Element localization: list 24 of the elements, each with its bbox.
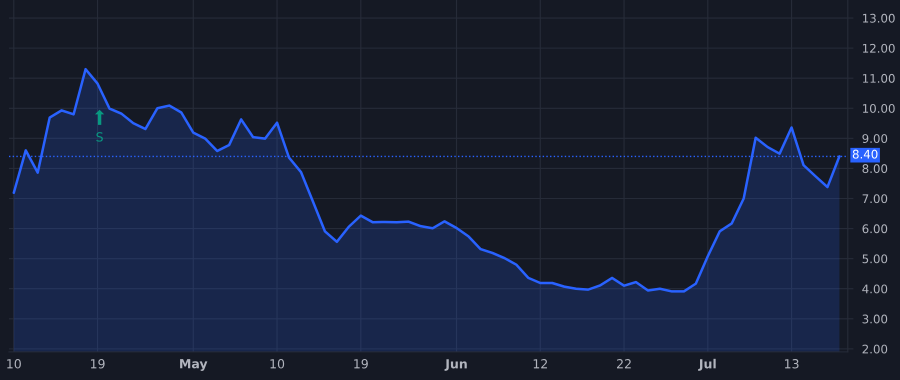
y-tick-label: 10.00 — [862, 104, 895, 113]
y-tick-label: 12.00 — [862, 44, 895, 53]
x-tick-label: 22 — [617, 359, 631, 368]
y-tick-label: 5.00 — [862, 254, 888, 264]
y-tick-label: 4.00 — [862, 284, 888, 294]
y-tick-label: 2.00 — [862, 344, 888, 354]
x-tick-label: 10 — [7, 359, 21, 368]
y-tick-label: 8.00 — [862, 164, 888, 174]
x-tick-label: 19 — [354, 359, 368, 368]
y-tick-label: 13.00 — [862, 14, 895, 23]
x-tick-label: 12 — [534, 359, 547, 368]
y-tick-label: 7.00 — [862, 194, 888, 204]
y-tick-label: 3.00 — [862, 314, 888, 324]
x-tick-label: 13 — [784, 359, 799, 368]
x-tick-label: 19 — [90, 359, 105, 368]
y-tick-label: 11.00 — [862, 74, 895, 83]
x-tick-label: Jun — [444, 359, 467, 371]
x-tick-label: 10 — [270, 359, 284, 368]
annotation: S — [96, 132, 103, 142]
ref-line-label: 8.40 — [852, 150, 878, 159]
x-tick-label: Jul — [698, 358, 716, 371]
y-tick-label: 6.00 — [862, 224, 888, 234]
x-tick-label: May — [180, 359, 208, 371]
y-tick-label: 9.00 — [862, 134, 888, 143]
